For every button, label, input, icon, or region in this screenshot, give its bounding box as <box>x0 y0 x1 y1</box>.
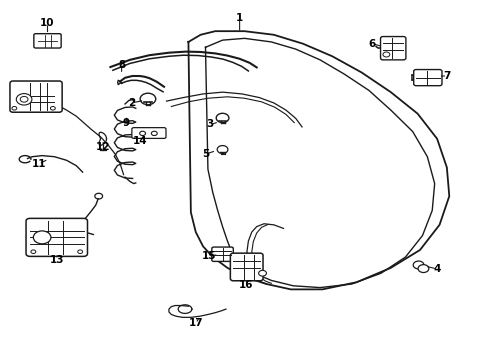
FancyBboxPatch shape <box>211 247 233 261</box>
Circle shape <box>95 193 102 199</box>
Text: 5: 5 <box>202 149 209 159</box>
Circle shape <box>217 145 227 153</box>
Text: 13: 13 <box>49 255 64 265</box>
Text: 8: 8 <box>118 60 125 70</box>
FancyBboxPatch shape <box>413 69 441 86</box>
FancyBboxPatch shape <box>10 81 62 112</box>
FancyBboxPatch shape <box>230 253 263 281</box>
Text: 10: 10 <box>40 18 55 28</box>
Text: 17: 17 <box>188 319 203 328</box>
Text: 4: 4 <box>432 264 440 274</box>
Circle shape <box>33 231 51 244</box>
Circle shape <box>31 250 36 253</box>
Circle shape <box>417 265 428 273</box>
Circle shape <box>140 131 145 135</box>
Circle shape <box>78 250 82 253</box>
Text: 12: 12 <box>96 142 110 152</box>
Text: 2: 2 <box>127 98 135 108</box>
Circle shape <box>140 93 156 105</box>
Text: 11: 11 <box>31 159 46 169</box>
Circle shape <box>12 107 17 110</box>
Circle shape <box>20 96 28 102</box>
Text: 3: 3 <box>206 120 214 129</box>
Text: 1: 1 <box>236 13 243 23</box>
Circle shape <box>50 107 55 110</box>
FancyBboxPatch shape <box>380 37 405 60</box>
Text: 6: 6 <box>368 39 375 49</box>
Circle shape <box>216 113 228 123</box>
FancyBboxPatch shape <box>132 128 165 138</box>
Text: 15: 15 <box>202 251 216 261</box>
Circle shape <box>258 270 266 276</box>
Text: 9: 9 <box>122 118 130 128</box>
Text: 7: 7 <box>443 71 450 81</box>
Circle shape <box>382 52 389 57</box>
FancyBboxPatch shape <box>34 34 61 48</box>
Circle shape <box>412 261 423 269</box>
Circle shape <box>16 94 32 105</box>
FancyBboxPatch shape <box>26 219 87 256</box>
Text: 14: 14 <box>132 136 147 146</box>
Circle shape <box>151 131 157 135</box>
Text: 16: 16 <box>239 280 253 290</box>
